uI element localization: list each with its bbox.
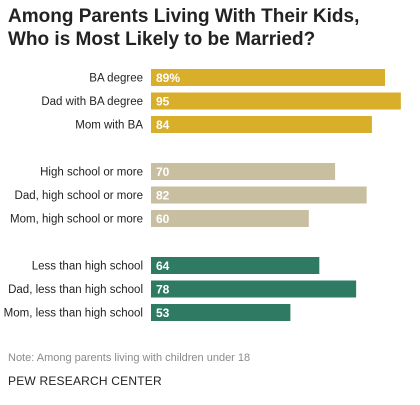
category-label: Dad, high school or more xyxy=(15,190,143,202)
data-label: 78 xyxy=(156,283,170,297)
bar xyxy=(151,280,357,298)
category-label: BA degree xyxy=(89,73,143,85)
data-label: 70 xyxy=(156,165,170,179)
chart-title: Among Parents Living With Their Kids, Wh… xyxy=(8,5,414,51)
category-label: Less than high school xyxy=(32,261,143,273)
category-label: Dad, less than high school xyxy=(8,284,143,296)
chart-title-line-2: Who is Most Likely to be Married? xyxy=(8,29,316,50)
bar xyxy=(151,116,372,133)
data-label: 60 xyxy=(156,212,170,226)
data-label: 84 xyxy=(156,118,170,132)
category-label: Mom, less than high school xyxy=(4,308,143,320)
category-label: Dad with BA degree xyxy=(41,96,143,108)
data-label: 53 xyxy=(156,306,170,320)
bar xyxy=(151,69,386,86)
bar xyxy=(151,210,309,227)
chart-note: Note: Among parents living with children… xyxy=(8,352,251,364)
category-label: Mom, high school or more xyxy=(10,214,143,226)
data-label: 82 xyxy=(156,189,170,203)
data-label: 95 xyxy=(156,95,170,109)
bar xyxy=(151,163,336,180)
bar xyxy=(151,304,291,321)
bar xyxy=(151,186,367,204)
bar xyxy=(151,92,401,110)
category-label: Mom with BA xyxy=(75,120,143,132)
bar xyxy=(151,257,320,274)
source-credit: PEW RESEARCH CENTER xyxy=(8,374,162,388)
chart-title-line-1: Among Parents Living With Their Kids, xyxy=(8,6,360,27)
bars-layer: BA degree 89% Dad with BA degree 95 Mom with… xyxy=(4,69,401,321)
category-label: High school or more xyxy=(40,167,143,179)
data-label: 89% xyxy=(156,71,180,85)
bar-chart: BA degree 89% Dad with BA degree 95 Mom with… xyxy=(4,69,401,321)
data-label: 64 xyxy=(156,259,170,273)
